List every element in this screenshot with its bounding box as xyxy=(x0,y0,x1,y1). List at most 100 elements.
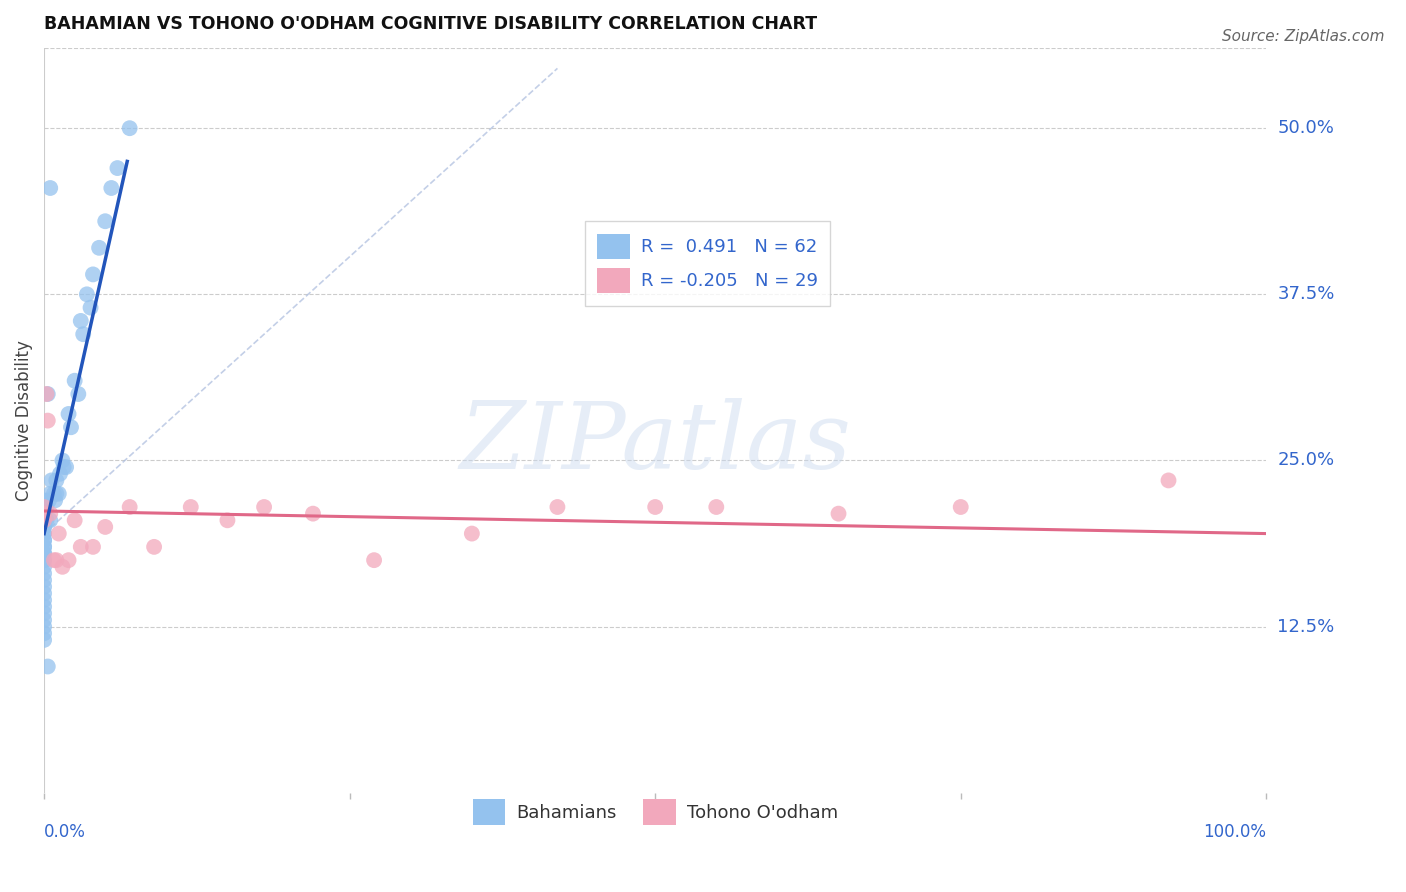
Point xyxy=(143,540,166,554)
Point xyxy=(32,613,55,627)
Point xyxy=(32,507,55,521)
Point xyxy=(32,507,55,521)
Point xyxy=(644,500,666,514)
Point xyxy=(32,547,55,561)
Point xyxy=(76,287,98,301)
Point xyxy=(32,547,55,561)
Point xyxy=(59,420,82,434)
Point xyxy=(32,513,55,527)
Point xyxy=(37,387,59,401)
Point xyxy=(32,540,55,554)
Point xyxy=(48,526,70,541)
Point xyxy=(51,559,73,574)
Y-axis label: Cognitive Disability: Cognitive Disability xyxy=(15,340,32,501)
Text: 100.0%: 100.0% xyxy=(1204,823,1267,841)
Text: Source: ZipAtlas.com: Source: ZipAtlas.com xyxy=(1222,29,1385,44)
Point xyxy=(42,553,65,567)
Point xyxy=(546,500,568,514)
Point xyxy=(45,553,67,567)
Point xyxy=(49,467,72,481)
Text: 12.5%: 12.5% xyxy=(1278,617,1334,636)
Point xyxy=(32,493,55,508)
Point xyxy=(52,460,75,475)
Point xyxy=(253,500,276,514)
Point xyxy=(69,540,91,554)
Point xyxy=(827,507,849,521)
Point xyxy=(58,407,80,421)
Point xyxy=(180,500,202,514)
Point xyxy=(32,540,55,554)
Point xyxy=(45,474,67,488)
Point xyxy=(35,387,58,401)
Point xyxy=(82,268,104,282)
Point xyxy=(44,493,66,508)
Legend: Bahamians, Tohono O'odham: Bahamians, Tohono O'odham xyxy=(465,792,845,832)
Text: ZIPatlas: ZIPatlas xyxy=(460,398,851,488)
Point xyxy=(55,460,77,475)
Point xyxy=(79,301,101,315)
Point xyxy=(32,513,55,527)
Point xyxy=(32,599,55,614)
Text: 37.5%: 37.5% xyxy=(1278,285,1334,303)
Point xyxy=(35,500,58,514)
Point xyxy=(37,659,59,673)
Point xyxy=(63,513,86,527)
Point xyxy=(32,559,55,574)
Point xyxy=(37,414,59,428)
Point xyxy=(32,526,55,541)
Point xyxy=(100,181,122,195)
Point xyxy=(32,500,55,514)
Point xyxy=(363,553,385,567)
Point xyxy=(32,526,55,541)
Point xyxy=(94,214,117,228)
Text: BAHAMIAN VS TOHONO O'ODHAM COGNITIVE DISABILITY CORRELATION CHART: BAHAMIAN VS TOHONO O'ODHAM COGNITIVE DIS… xyxy=(44,15,817,33)
Point xyxy=(32,553,55,567)
Point xyxy=(72,327,94,342)
Point xyxy=(38,493,60,508)
Point xyxy=(949,500,972,514)
Point xyxy=(32,626,55,640)
Point xyxy=(32,593,55,607)
Point xyxy=(118,121,141,136)
Point xyxy=(39,181,62,195)
Point xyxy=(63,374,86,388)
Point xyxy=(32,586,55,600)
Point xyxy=(51,453,73,467)
Point xyxy=(32,513,55,527)
Point xyxy=(39,507,62,521)
Point xyxy=(41,474,63,488)
Text: 50.0%: 50.0% xyxy=(1278,120,1334,137)
Point xyxy=(32,533,55,548)
Point xyxy=(32,520,55,534)
Point xyxy=(461,526,484,541)
Point xyxy=(42,486,65,500)
Point xyxy=(39,513,62,527)
Point xyxy=(32,607,55,621)
Point xyxy=(32,533,55,548)
Point xyxy=(32,507,55,521)
Point xyxy=(32,580,55,594)
Point xyxy=(32,619,55,633)
Point xyxy=(118,500,141,514)
Point xyxy=(39,486,62,500)
Point xyxy=(58,553,80,567)
Point xyxy=(32,632,55,647)
Point xyxy=(32,520,55,534)
Point xyxy=(32,573,55,587)
Point xyxy=(32,500,55,514)
Point xyxy=(1157,474,1180,488)
Point xyxy=(35,513,58,527)
Point xyxy=(87,241,110,255)
Point xyxy=(302,507,325,521)
Point xyxy=(82,540,104,554)
Point xyxy=(32,566,55,581)
Point xyxy=(107,161,129,175)
Text: 25.0%: 25.0% xyxy=(1278,451,1334,469)
Point xyxy=(217,513,239,527)
Text: 0.0%: 0.0% xyxy=(44,823,86,841)
Point xyxy=(704,500,727,514)
Point xyxy=(45,486,67,500)
Point xyxy=(32,553,55,567)
Point xyxy=(69,314,91,328)
Point xyxy=(94,520,117,534)
